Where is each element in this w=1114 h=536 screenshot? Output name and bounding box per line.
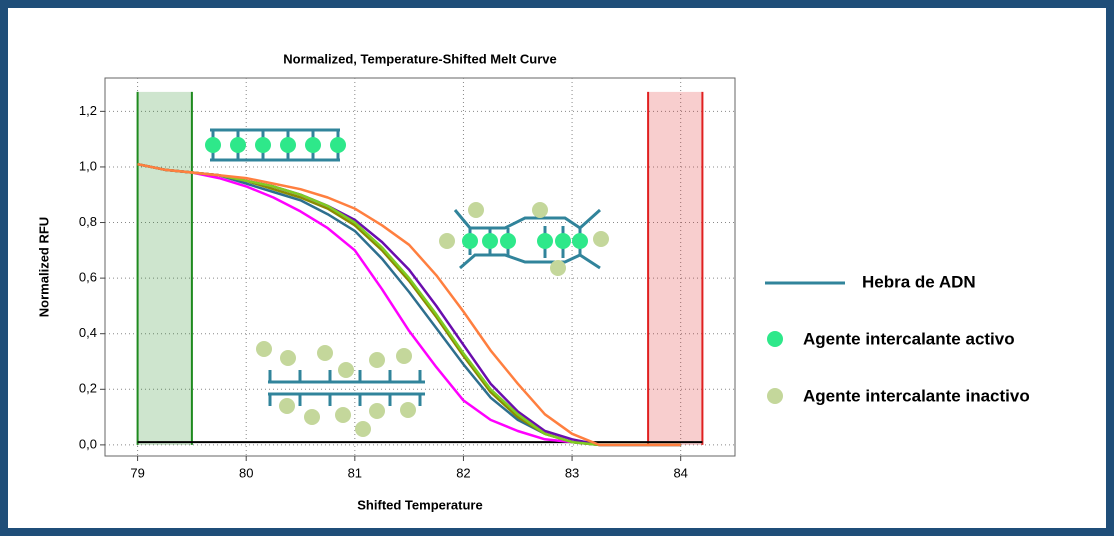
y-tick-label: 1,0 <box>79 158 97 173</box>
y-tick-label: 0,6 <box>79 270 97 285</box>
y-tick-label: 0,4 <box>79 325 97 340</box>
x-tick-label: 82 <box>456 465 470 480</box>
y-tick-label: 0,0 <box>79 436 97 451</box>
dna-icon-inactive <box>268 370 425 406</box>
x-tick-label: 84 <box>673 465 687 480</box>
legend-label: Agente intercalante activo <box>803 329 1015 348</box>
legend: Hebra de ADN Agente intercalante activo Ag… <box>765 272 1030 405</box>
legend-dot <box>767 331 783 347</box>
x-axis-label: Shifted Temperature <box>357 497 482 512</box>
legend-label: Agente intercalante inactivo <box>803 386 1030 405</box>
x-tick-label: 79 <box>130 465 144 480</box>
plot-area: 0,0 0,2 0,4 0,6 0,8 1,0 1,2 79 80 81 82 83 84 <box>79 77 736 480</box>
legend-dot <box>767 388 783 404</box>
active-dots <box>205 137 346 153</box>
series-line <box>137 162 681 447</box>
y-tick-label: 0,8 <box>79 214 97 229</box>
x-tick-label: 80 <box>239 465 253 480</box>
region <box>648 91 703 445</box>
y-axis-label: Normalized RFU <box>36 217 51 317</box>
x-tick-label: 81 <box>348 465 362 480</box>
chart-title: Normalized, Temperature-Shifted Melt Cur… <box>283 51 557 66</box>
partial-dots <box>439 202 609 276</box>
region <box>137 91 192 445</box>
inactive-dots <box>256 341 416 437</box>
y-tick-label: 1,2 <box>79 103 97 118</box>
y-tick-label: 0,2 <box>79 381 97 396</box>
legend-label: Hebra de ADN <box>862 272 976 291</box>
x-tick-label: 83 <box>565 465 579 480</box>
